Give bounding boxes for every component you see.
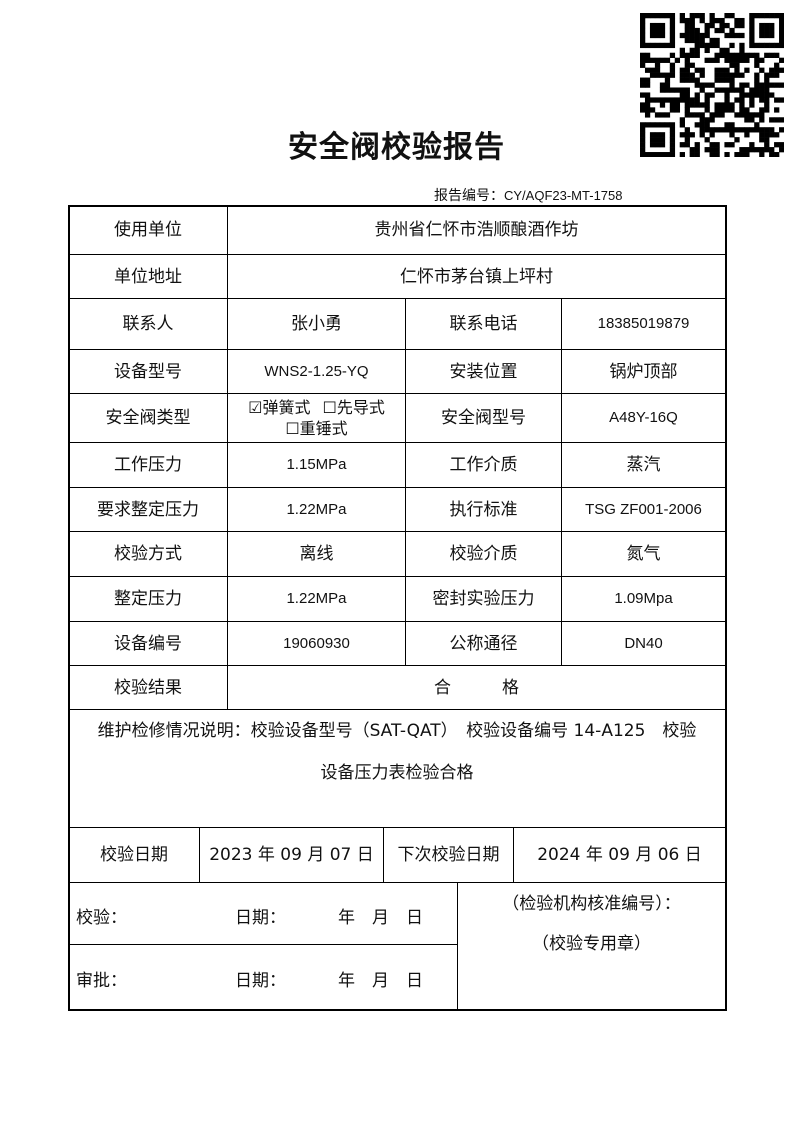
label-cell: 设备型号 — [68, 349, 228, 394]
label-cell: 校验介质 — [405, 531, 562, 577]
value-cell: A48Y-16Q — [561, 393, 726, 443]
qr-code-icon — [640, 13, 784, 157]
notes-line-2: 设备压力表检验合格 — [320, 763, 474, 783]
result-cell: 合 格 — [227, 665, 726, 710]
notes-line-1: 维护检修情况说明：校验设备型号（SAT-QAT） 校验设备编号 14-A125 … — [97, 721, 697, 741]
label-cell: 执行标准 — [405, 487, 562, 532]
value-cell: 2024 年 09 月 06 日 — [513, 827, 726, 883]
notes-cell: 维护检修情况说明：校验设备型号（SAT-QAT） 校验设备编号 14-A125 … — [68, 709, 726, 828]
value-cell: 贵州省仁怀市浩顺酿酒作坊 — [227, 205, 726, 255]
label-cell: 使用单位 — [68, 205, 228, 255]
value-cell: 1.22MPa — [227, 487, 406, 532]
label-cell: 整定压力 — [68, 576, 228, 622]
approve-date-label: 日期： — [235, 971, 286, 991]
check-label: 校验： — [76, 908, 127, 928]
value-cell: 1.09Mpa — [561, 576, 726, 622]
value-cell: DN40 — [561, 621, 726, 666]
value-cell: WNS2-1.25-YQ — [227, 349, 406, 394]
label-cell: 校验方式 — [68, 531, 228, 577]
seal-cell: （检验机构核准编号）： （校验专用章） — [457, 882, 726, 1010]
value-cell: 离线 — [227, 531, 406, 577]
label-cell: 单位地址 — [68, 254, 228, 299]
value-cell: 氮气 — [561, 531, 726, 577]
value-cell: 1.15MPa — [227, 442, 406, 488]
label-cell: 校验结果 — [68, 665, 228, 710]
label-cell: 密封实验压力 — [405, 576, 562, 622]
org-number-label: （检验机构核准编号）： — [502, 894, 681, 914]
valve-type-options: ☑弹簧式 ☐先导式 ☐重锤式 — [227, 393, 406, 443]
label-cell: 安全阀型号 — [405, 393, 562, 443]
value-cell: 1.22MPa — [227, 576, 406, 622]
value-cell: 19060930 — [227, 621, 406, 666]
label-cell: 校验日期 — [68, 827, 200, 883]
approve-date-value[interactable]: 年 月 日 — [338, 971, 423, 991]
approve-label: 审批： — [76, 971, 127, 991]
value-cell: 蒸汽 — [561, 442, 726, 488]
label-cell: 安全阀类型 — [68, 393, 228, 443]
label-cell: 工作介质 — [405, 442, 562, 488]
value-cell: 锅炉顶部 — [561, 349, 726, 394]
label-cell: 公称通径 — [405, 621, 562, 666]
check-date-label: 日期： — [235, 908, 286, 928]
report-number: 报告编号：CY/AQF23-MT-1758 — [434, 185, 623, 205]
label-cell: 安装位置 — [405, 349, 562, 394]
checkbox-weight[interactable]: ☐重锤式 — [285, 419, 348, 438]
label-cell: 联系电话 — [405, 298, 562, 350]
report-number-label: 报告编号： — [434, 188, 504, 204]
checkbox-spring[interactable]: ☑弹簧式 — [248, 398, 311, 417]
label-cell: 工作压力 — [68, 442, 228, 488]
seal-label: （校验专用章） — [532, 934, 651, 954]
value-cell: 2023 年 09 月 07 日 — [199, 827, 384, 883]
label-cell: 设备编号 — [68, 621, 228, 666]
label-cell: 联系人 — [68, 298, 228, 350]
value-cell: 张小勇 — [227, 298, 406, 350]
label-cell: 下次校验日期 — [383, 827, 514, 883]
value-cell: 仁怀市茅台镇上坪村 — [227, 254, 726, 299]
value-cell: TSG ZF001-2006 — [561, 487, 726, 532]
page-title: 安全阀校验报告 — [288, 130, 505, 165]
label-cell: 要求整定压力 — [68, 487, 228, 532]
value-cell: 18385019879 — [561, 298, 726, 350]
report-number-value: CY/AQF23-MT-1758 — [504, 188, 623, 203]
check-date-value[interactable]: 年 月 日 — [338, 908, 423, 928]
checkbox-pilot[interactable]: ☐先导式 — [322, 398, 385, 417]
